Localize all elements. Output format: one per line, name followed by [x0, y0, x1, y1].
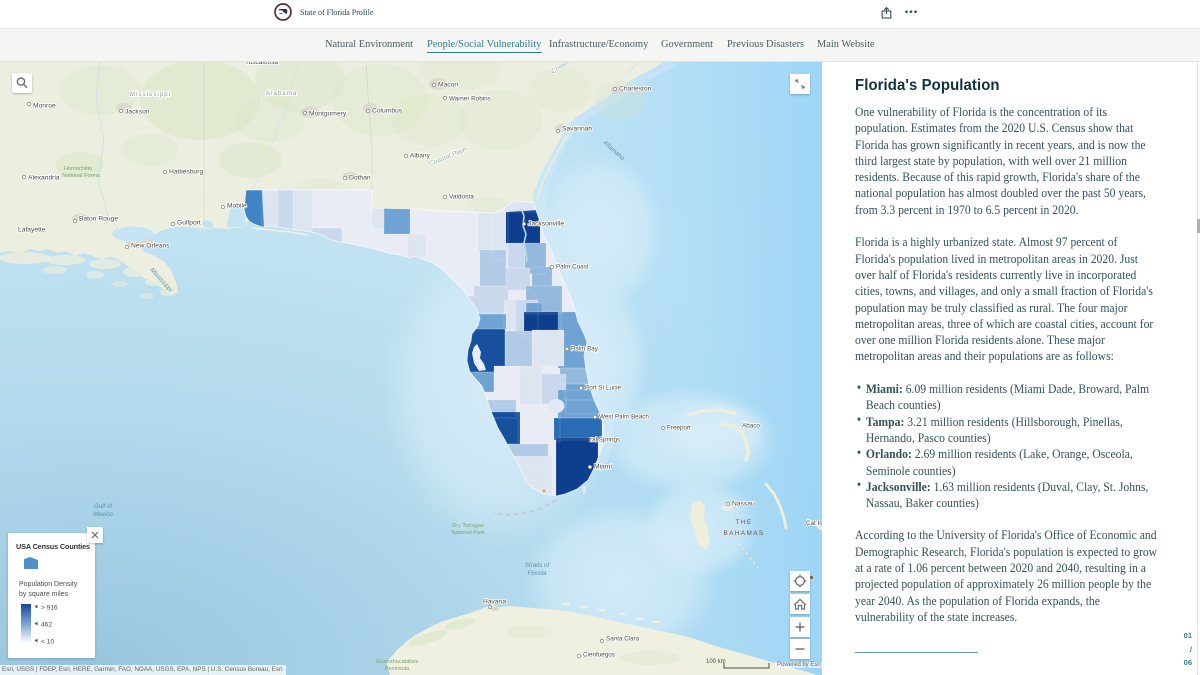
svg-text:Jackson: Jackson [125, 109, 150, 116]
svg-text:Baton Rouge: Baton Rouge [79, 216, 118, 223]
svg-text:Gulfport: Gulfport [177, 220, 201, 227]
svg-text:Santa Clara: Santa Clara [606, 636, 640, 643]
svg-text:Macon: Macon [438, 82, 458, 89]
svg-text:Savannah: Savannah [562, 126, 592, 133]
svg-text:Freeport: Freeport [667, 425, 691, 432]
svg-text:New Orleans: New Orleans [131, 243, 170, 250]
svg-text:Jacksonville: Jacksonville [528, 221, 564, 228]
svg-text:Mexico: Mexico [93, 511, 113, 518]
svg-text:Miami: Miami [594, 464, 612, 471]
svg-text:Montgomery: Montgomery [309, 111, 347, 118]
svg-text:Hattiesburg: Hattiesburg [169, 169, 203, 176]
svg-text:Nassau: Nassau [732, 501, 755, 508]
svg-text:Palm Bay: Palm Bay [571, 346, 599, 353]
svg-text:Havana: Havana [483, 599, 506, 606]
svg-text:Mobile: Mobile [227, 203, 247, 210]
svg-text:Dry Tortugas: Dry Tortugas [452, 523, 484, 529]
svg-text:Cienfuegos: Cienfuegos [583, 652, 615, 659]
svg-text:< 10: < 10 [41, 639, 54, 646]
svg-text:National Forest: National Forest [62, 173, 100, 179]
svg-text:Albany: Albany [410, 153, 431, 160]
svg-text:Warner Robins: Warner Robins [449, 96, 491, 103]
svg-text:THE: THE [736, 519, 753, 526]
svg-text:Alexandria: Alexandria [28, 175, 60, 182]
svg-text:Tuscaloosa: Tuscaloosa [245, 61, 278, 66]
svg-text:Straits of: Straits of [525, 562, 551, 569]
svg-text:ral Springs: ral Springs [590, 437, 620, 444]
svg-text:462: 462 [41, 622, 52, 629]
svg-text:Monroe: Monroe [33, 103, 56, 110]
svg-text:Abaco: Abaco [742, 423, 760, 430]
svg-text:Lafayette: Lafayette [18, 227, 46, 234]
svg-text:Valdosta: Valdosta [449, 194, 474, 201]
svg-text:Peninsula: Peninsula [385, 666, 410, 672]
svg-text:BAHAMAS: BAHAMAS [723, 530, 764, 537]
svg-text:Columbus: Columbus [372, 108, 403, 115]
svg-text:Gulf of: Gulf of [94, 503, 114, 510]
svg-text:Florida: Florida [528, 570, 547, 577]
svg-text:Guanahacabibes: Guanahacabibes [376, 659, 419, 665]
svg-text:Dothan: Dothan [349, 175, 371, 182]
svg-text:Homochitto: Homochitto [64, 166, 92, 172]
svg-text:> 916: > 916 [41, 605, 58, 612]
svg-text:Charleston: Charleston [619, 86, 652, 93]
svg-text:National Park: National Park [451, 530, 485, 536]
svg-text:Mississippi: Mississippi [130, 92, 171, 98]
svg-text:Port St Lucie: Port St Lucie [585, 385, 622, 392]
svg-text:Cat Is: Cat Is [806, 520, 822, 527]
svg-text:Alabama: Alabama [266, 91, 297, 97]
svg-text:West Palm Beach: West Palm Beach [599, 414, 649, 421]
svg-text:Palm Coast: Palm Coast [556, 264, 589, 271]
